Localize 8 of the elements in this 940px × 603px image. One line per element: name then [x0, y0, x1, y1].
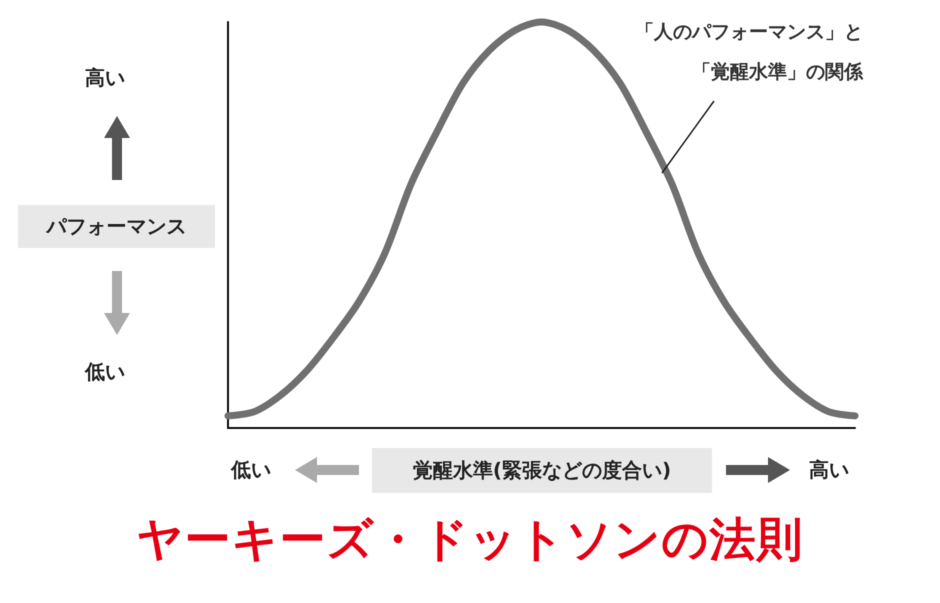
text: 高い: [809, 456, 849, 484]
series-label: 「人のパフォーマンス」と「覚醒水準」の関係: [634, 20, 863, 85]
text: 低い: [231, 456, 271, 484]
x-axis-title: 覚醒水準(緊張などの度合い): [372, 448, 712, 493]
text: ヤーキーズ・ドットソンの法則: [136, 511, 804, 568]
y-axis-title: パフォーマンス: [18, 205, 215, 248]
text: 高い: [85, 64, 125, 92]
text: 低い: [85, 358, 125, 386]
